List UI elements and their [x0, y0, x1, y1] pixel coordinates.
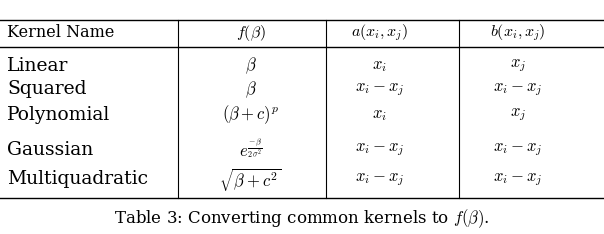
Text: $x_i - x_j$: $x_i - x_j$: [493, 171, 543, 187]
Text: $x_i - x_j$: $x_i - x_j$: [355, 171, 404, 187]
Text: Squared: Squared: [7, 80, 87, 98]
Text: $f(\beta)$: $f(\beta)$: [236, 23, 266, 43]
Text: $x_i - x_j$: $x_i - x_j$: [493, 141, 543, 158]
Text: $\sqrt{\beta + c^2}$: $\sqrt{\beta + c^2}$: [219, 165, 282, 193]
Text: Gaussian: Gaussian: [7, 141, 94, 159]
Text: $\beta$: $\beta$: [245, 79, 257, 100]
Text: $x_i$: $x_i$: [372, 106, 387, 123]
Text: $x_i - x_j$: $x_i - x_j$: [355, 141, 404, 158]
Text: Table 3: Converting common kernels to $f(\beta)$.: Table 3: Converting common kernels to $f…: [114, 207, 490, 230]
Text: $(\beta + c)^p$: $(\beta + c)^p$: [222, 103, 279, 126]
Text: $\beta$: $\beta$: [245, 55, 257, 76]
Text: $e^{\frac{-\beta}{2\sigma^2}}$: $e^{\frac{-\beta}{2\sigma^2}}$: [239, 138, 263, 161]
Text: $a(x_i, x_j)$: $a(x_i, x_j)$: [351, 22, 408, 43]
Text: Kernel Name: Kernel Name: [7, 24, 115, 41]
Text: $b(x_i, x_j)$: $b(x_i, x_j)$: [490, 22, 546, 43]
Text: $x_j$: $x_j$: [510, 57, 526, 74]
Text: $x_j$: $x_j$: [510, 106, 526, 123]
Text: Polynomial: Polynomial: [7, 106, 111, 124]
Text: $x_i - x_j$: $x_i - x_j$: [355, 81, 404, 98]
Text: $x_i - x_j$: $x_i - x_j$: [493, 81, 543, 98]
Text: $x_i$: $x_i$: [372, 57, 387, 74]
Text: Multiquadratic: Multiquadratic: [7, 170, 148, 188]
Text: Linear: Linear: [7, 57, 69, 74]
